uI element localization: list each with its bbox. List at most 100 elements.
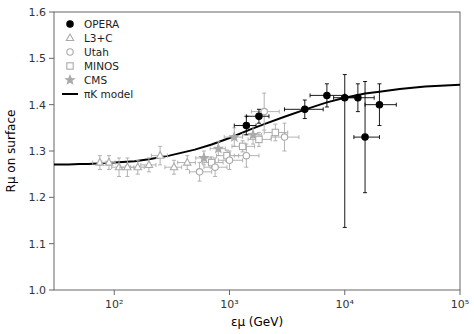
error-cap — [343, 74, 347, 75]
point — [196, 169, 202, 175]
error-cap — [117, 176, 121, 177]
error-cap — [356, 83, 360, 84]
error-cap — [228, 151, 232, 152]
error-cap — [273, 124, 277, 125]
error-line — [357, 84, 358, 112]
point — [272, 129, 278, 135]
series — [190, 93, 299, 181]
error-cap — [140, 163, 141, 167]
plot-frame — [54, 12, 460, 290]
error-cap — [203, 165, 204, 169]
error-cap — [268, 114, 269, 118]
error-cap — [185, 155, 189, 156]
error-cap — [228, 169, 232, 170]
error-cap — [363, 192, 367, 193]
error-cap — [210, 157, 214, 158]
y-tick — [49, 58, 54, 59]
error-cap — [298, 135, 299, 139]
error-cap — [177, 161, 178, 165]
error-cap — [244, 167, 248, 168]
error-cap — [257, 146, 261, 147]
error-cap — [262, 93, 266, 94]
error-cap — [343, 227, 347, 228]
error-cap — [195, 156, 196, 160]
error-cap — [242, 133, 243, 137]
axes: 10²10³10⁴10⁵1.01.11.21.31.41.51.6 — [29, 6, 470, 311]
y-tick — [49, 12, 54, 13]
error-cap — [164, 165, 165, 169]
point — [256, 136, 262, 142]
error-cap — [117, 157, 121, 158]
error-cap — [225, 150, 229, 151]
legend-marker — [67, 63, 73, 69]
legend-label: Utah — [84, 46, 109, 58]
error-cap — [211, 170, 212, 174]
error-cap — [248, 137, 249, 141]
point — [214, 144, 223, 152]
error-cap — [244, 144, 248, 145]
x-tick — [229, 290, 230, 295]
error-cap — [284, 107, 285, 111]
error-cap — [130, 165, 131, 169]
error-cap — [356, 111, 360, 112]
error-cap — [119, 165, 120, 169]
error-cap — [287, 130, 288, 134]
error-cap — [231, 144, 232, 148]
y-axis-label: Rμ on surface — [4, 110, 18, 193]
point — [96, 159, 103, 166]
legend-label: OPERA — [84, 18, 120, 30]
point — [226, 157, 232, 163]
x-tick — [460, 290, 461, 295]
error-cap — [279, 110, 280, 114]
x-tick-label: 10⁵ — [451, 298, 469, 311]
legend-label: πK model — [84, 88, 133, 100]
error-cap — [303, 100, 307, 101]
error-cap — [251, 110, 252, 114]
error-cap — [325, 83, 329, 84]
error-cap — [271, 135, 272, 139]
error-cap — [202, 161, 203, 165]
y-tick-label: 1.5 — [29, 52, 47, 65]
x-tick-label: 10² — [105, 298, 123, 311]
y-tick-label: 1.0 — [29, 284, 47, 297]
point — [261, 108, 267, 114]
error-cap — [198, 181, 202, 182]
error-cap — [333, 96, 334, 100]
error-cap — [92, 161, 93, 165]
error-cap — [282, 151, 286, 152]
error-cap — [241, 140, 245, 141]
point — [302, 106, 308, 112]
error-cap — [144, 165, 145, 169]
point — [200, 153, 209, 161]
error-cap — [158, 146, 162, 147]
error-cap — [357, 96, 358, 100]
x-axis-label: εμ (GeV) — [231, 315, 283, 329]
error-cap — [257, 123, 261, 124]
error-cap — [258, 154, 259, 158]
error-cap — [246, 114, 247, 118]
point — [362, 134, 368, 140]
error-cap — [111, 165, 112, 169]
error-cap — [244, 134, 248, 135]
error-cap — [158, 164, 162, 165]
error-cap — [242, 158, 243, 162]
y-tick-label: 1.1 — [29, 238, 47, 251]
series — [234, 75, 396, 228]
error-cap — [218, 158, 219, 162]
error-cap — [257, 132, 261, 133]
y-tick — [49, 151, 54, 152]
legend-marker — [62, 93, 78, 95]
point — [376, 101, 382, 107]
error-cap — [241, 151, 245, 152]
error-cap — [213, 157, 217, 158]
error-cap — [151, 154, 152, 158]
point — [243, 152, 249, 158]
error-cap — [136, 174, 140, 175]
legend: OPERAL3+CUtahMINOSCMSπK model — [62, 18, 133, 100]
error-cap — [377, 125, 381, 126]
error-cap — [101, 161, 102, 165]
error-cap — [155, 163, 156, 167]
point — [342, 95, 348, 101]
error-cap — [125, 176, 129, 177]
point — [243, 122, 249, 128]
